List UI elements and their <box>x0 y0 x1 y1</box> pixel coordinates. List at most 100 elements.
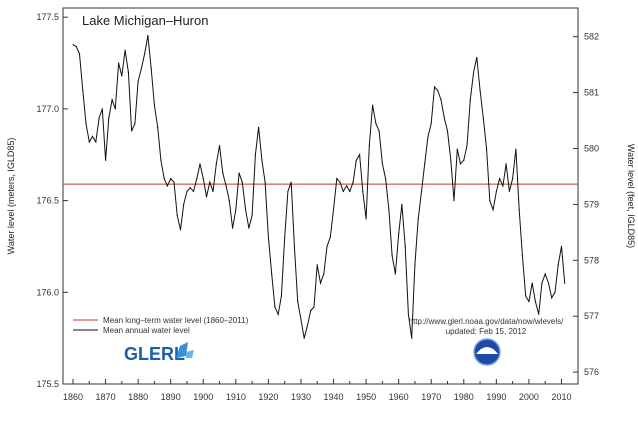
data-point <box>414 264 416 266</box>
data-point <box>316 264 318 266</box>
data-point <box>111 99 113 101</box>
data-point <box>551 297 553 299</box>
x-tick-label: 1870 <box>96 392 116 402</box>
data-point <box>218 145 221 147</box>
data-point <box>404 245 406 247</box>
data-point <box>232 227 234 229</box>
data-point <box>108 117 110 119</box>
data-point <box>525 295 527 297</box>
data-point <box>398 233 400 235</box>
data-point <box>326 245 328 247</box>
great-lakes-icon <box>176 342 188 358</box>
x-tick-label: 1990 <box>486 392 506 402</box>
data-point <box>349 190 351 192</box>
data-point <box>394 273 396 275</box>
data-point <box>303 337 305 339</box>
x-tick-label: 1980 <box>454 392 474 402</box>
y-axis-label-left: Water level (meters, IGLD85) <box>6 138 16 255</box>
data-point <box>241 181 243 183</box>
x-tick-label: 1950 <box>356 392 376 402</box>
y-tick-label-right: 578 <box>584 255 599 265</box>
x-tick-label: 1920 <box>258 392 278 402</box>
legend-label-mean-long-term: Mean long–term water level (1860–2011) <box>103 316 249 325</box>
y-tick-label-right: 580 <box>584 143 599 153</box>
data-point <box>319 282 322 284</box>
data-point <box>95 141 97 143</box>
y-tick-label-left: 176.5 <box>36 196 59 206</box>
data-point <box>375 123 377 125</box>
glerl-logo: GLERL <box>124 342 194 364</box>
data-point <box>261 159 263 161</box>
x-tick-label: 1880 <box>128 392 148 402</box>
data-point <box>557 264 559 266</box>
data-point <box>144 53 146 55</box>
y-tick-label-right: 579 <box>584 199 599 209</box>
data-point <box>508 190 510 192</box>
data-point <box>365 218 367 220</box>
data-point <box>199 163 201 165</box>
data-point <box>424 163 426 165</box>
data-point <box>368 145 370 147</box>
data-point <box>486 148 488 150</box>
data-point <box>290 181 292 183</box>
data-point <box>547 282 550 284</box>
data-point <box>411 337 413 339</box>
data-point <box>186 190 188 192</box>
data-point <box>118 62 120 64</box>
x-tick-label: 1890 <box>161 392 181 402</box>
data-point <box>150 67 152 70</box>
data-point <box>248 227 250 229</box>
data-point <box>511 178 514 180</box>
data-point <box>202 178 204 180</box>
data-point <box>355 159 357 161</box>
data-point <box>192 190 195 192</box>
data-point <box>417 218 419 220</box>
x-tick-label: 1960 <box>389 392 409 402</box>
data-point <box>446 130 449 132</box>
data-point <box>189 187 191 189</box>
data-point <box>264 181 266 183</box>
data-point <box>489 200 491 202</box>
data-point <box>430 123 432 125</box>
data-point <box>140 67 142 70</box>
data-point <box>346 185 348 187</box>
y-tick-label-left: 176.0 <box>36 287 59 297</box>
y-axis-label-right: Water level (feet, IGLD85) <box>626 144 636 248</box>
glerl-logo-text: GLERL <box>124 344 185 364</box>
data-point <box>127 71 129 73</box>
data-point <box>205 196 208 198</box>
series-line-annual <box>72 35 566 339</box>
data-point <box>495 190 497 192</box>
data-point <box>339 181 341 183</box>
data-point <box>362 190 364 192</box>
data-point <box>433 86 436 88</box>
data-point <box>407 313 409 315</box>
data-point <box>323 273 325 275</box>
data-point <box>469 99 471 101</box>
data-point <box>293 245 295 247</box>
y-tick-label-right: 581 <box>584 88 599 98</box>
data-point <box>534 300 537 303</box>
data-point <box>492 209 494 211</box>
y-tick-label-right: 577 <box>584 311 599 321</box>
data-point <box>502 185 504 187</box>
data-point <box>499 178 501 180</box>
data-point <box>166 185 168 187</box>
data-point <box>271 273 273 275</box>
x-tick-label: 2010 <box>551 392 571 402</box>
chart-title: Lake Michigan–Huron <box>82 13 208 28</box>
data-point <box>179 229 182 231</box>
data-point <box>215 163 217 165</box>
data-point <box>212 190 214 192</box>
data-point <box>287 190 289 192</box>
data-point <box>228 200 230 202</box>
data-point <box>82 89 84 92</box>
data-point <box>541 282 543 284</box>
data-point <box>176 214 178 216</box>
data-point <box>313 306 315 308</box>
x-tick-label: 1970 <box>421 392 441 402</box>
data-point <box>564 282 566 284</box>
data-point <box>284 236 286 238</box>
